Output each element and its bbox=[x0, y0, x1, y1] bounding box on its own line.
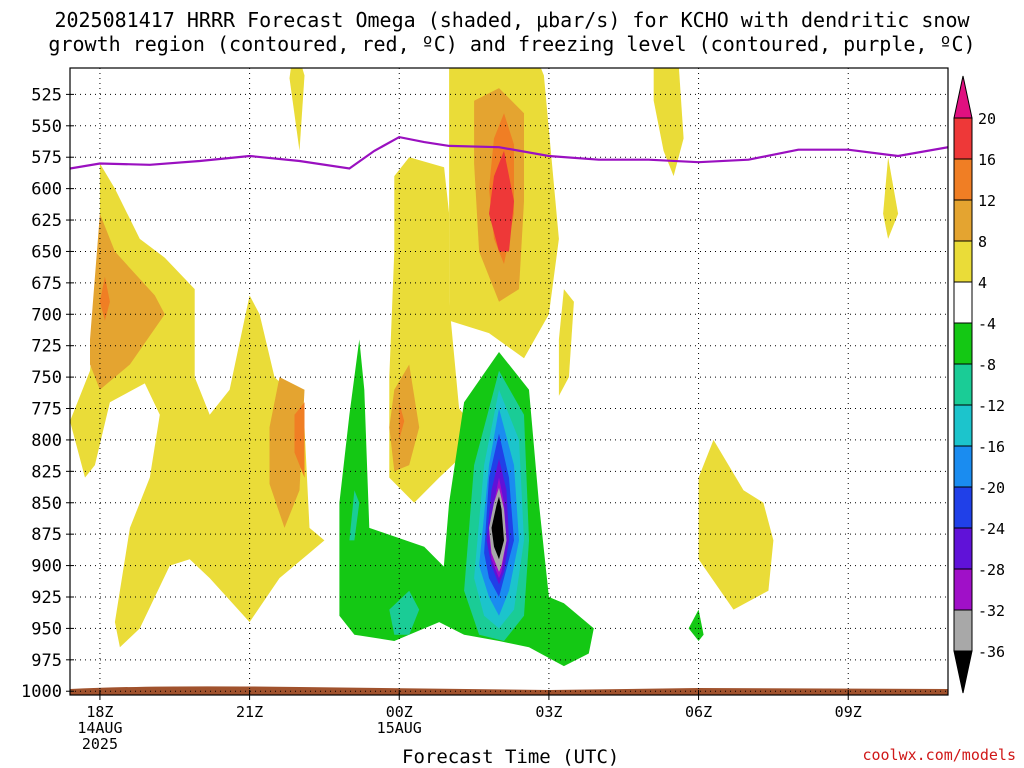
colorbar-label-2: 12 bbox=[978, 192, 996, 210]
omega-region-7 bbox=[698, 439, 774, 610]
y-tick-label-750: 750 bbox=[31, 368, 62, 388]
colorbar-label-5: -4 bbox=[978, 315, 996, 333]
colorbar-bin-2 bbox=[953, 199, 973, 242]
colorbar-label-10: -24 bbox=[978, 520, 1005, 538]
y-tick-label-850: 850 bbox=[31, 494, 62, 514]
colorbar-bin-8 bbox=[953, 445, 973, 488]
y-tick-label-725: 725 bbox=[31, 337, 62, 357]
y-tick-label-1000: 1000 bbox=[21, 682, 62, 702]
omega-region-5 bbox=[697, 68, 700, 70]
omega-region-9 bbox=[90, 213, 165, 390]
y-tick-label-775: 775 bbox=[31, 400, 62, 420]
colorbar-label-7: -12 bbox=[978, 397, 1005, 415]
y-tick-label-550: 550 bbox=[31, 117, 62, 137]
y-tick-label-975: 975 bbox=[31, 651, 62, 671]
colorbar-bin-9 bbox=[953, 486, 973, 529]
freezing-level-line bbox=[70, 135, 948, 170]
y-tick-label-525: 525 bbox=[31, 85, 62, 105]
omega-region-11 bbox=[389, 364, 420, 472]
site-credit: coolwx.com/models bbox=[862, 746, 1016, 764]
plot-frame bbox=[69, 67, 949, 696]
colorbar-bin-12 bbox=[953, 609, 973, 652]
omega-region-22 bbox=[389, 590, 420, 635]
x-tick-label-3-0: 21Z bbox=[236, 703, 263, 721]
omega-region-4 bbox=[653, 68, 684, 177]
colorbar-label-13: -36 bbox=[978, 643, 1005, 661]
colorbar-under-triangle bbox=[953, 650, 973, 694]
omega-region-14 bbox=[294, 402, 305, 478]
x-tick-label-0-2: 2025 bbox=[82, 735, 118, 753]
colorbar-bin-6 bbox=[953, 363, 973, 406]
chart-title: 2025081417 HRRR Forecast Omega (shaded, … bbox=[0, 8, 1024, 56]
colorbar-over-triangle bbox=[953, 75, 973, 119]
omega-region-15 bbox=[399, 402, 405, 440]
colorbar-bin-4 bbox=[953, 281, 973, 324]
omega-region-3 bbox=[289, 68, 305, 151]
colorbar-label-3: 8 bbox=[978, 233, 987, 251]
colorbar-bin-5 bbox=[953, 322, 973, 365]
y-tick-label-600: 600 bbox=[31, 180, 62, 200]
x-tick-label-6-1: 15AUG bbox=[377, 719, 422, 737]
x-tick-label-12-0: 06Z bbox=[685, 703, 712, 721]
omega-region-17 bbox=[489, 150, 514, 252]
y-tick-label-675: 675 bbox=[31, 274, 62, 294]
x-tick-label-15-0: 09Z bbox=[835, 703, 862, 721]
colorbar-bin-0 bbox=[953, 117, 973, 160]
y-tick-label-650: 650 bbox=[31, 242, 62, 262]
y-tick-label-875: 875 bbox=[31, 525, 62, 545]
ground-surface bbox=[70, 686, 948, 695]
colorbar-label-0: 20 bbox=[978, 110, 996, 128]
colorbar-label-8: -16 bbox=[978, 438, 1005, 456]
colorbar-bin-11 bbox=[953, 568, 973, 611]
y-tick-label-925: 925 bbox=[31, 588, 62, 608]
omega-region-8 bbox=[883, 157, 899, 239]
x-tick-label-9-0: 03Z bbox=[535, 703, 562, 721]
x-tick-label-0-0: 18Z bbox=[86, 703, 113, 721]
colorbar-label-12: -32 bbox=[978, 602, 1005, 620]
colorbar-label-11: -28 bbox=[978, 561, 1005, 579]
omega-region-20 bbox=[688, 609, 704, 641]
y-tick-label-700: 700 bbox=[31, 305, 62, 325]
colorbar-label-4: 4 bbox=[978, 274, 987, 292]
colorbar-bin-1 bbox=[953, 158, 973, 201]
omega-region-18 bbox=[339, 339, 450, 641]
colorbar-bin-10 bbox=[953, 527, 973, 570]
y-tick-label-625: 625 bbox=[31, 211, 62, 231]
plot-area bbox=[70, 68, 948, 695]
x-tick-label-6-0: 00Z bbox=[386, 703, 413, 721]
omega-region-30 bbox=[491, 496, 504, 560]
colorbar-bin-7 bbox=[953, 404, 973, 447]
omega-region-13 bbox=[99, 276, 110, 321]
x-tick-label-0-1: 14AUG bbox=[77, 719, 122, 737]
title-line-2: growth region (contoured, red, ºC) and f… bbox=[48, 32, 976, 56]
omega-region-21 bbox=[349, 490, 360, 541]
y-tick-label-575: 575 bbox=[31, 148, 62, 168]
y-tick-label-800: 800 bbox=[31, 431, 62, 451]
omega-region-6 bbox=[558, 289, 574, 396]
x-axis-label: Forecast Time (UTC) bbox=[402, 746, 620, 768]
y-tick-label-950: 950 bbox=[31, 619, 62, 639]
colorbar-bin-3 bbox=[953, 240, 973, 283]
title-line-1: 2025081417 HRRR Forecast Omega (shaded, … bbox=[54, 8, 970, 32]
y-tick-label-900: 900 bbox=[31, 557, 62, 577]
y-tick-label-825: 825 bbox=[31, 462, 62, 482]
colorbar-label-1: 16 bbox=[978, 151, 996, 169]
colorbar-label-9: -20 bbox=[978, 479, 1005, 497]
colorbar-label-6: -8 bbox=[978, 356, 996, 374]
